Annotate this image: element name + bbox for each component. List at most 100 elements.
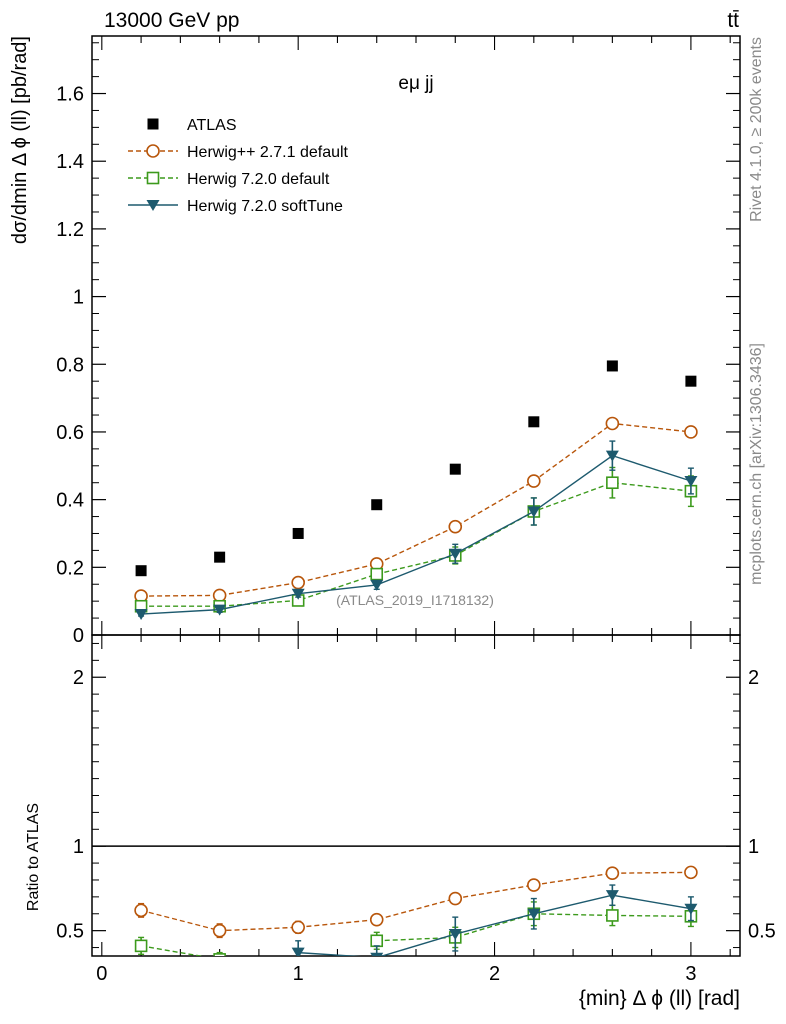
ratio-point-herwig-2-7-1-default	[212, 923, 227, 938]
main-point-herwig-2-7-1-default	[527, 474, 541, 488]
main-series-herwig-2-7-1-default	[134, 416, 698, 603]
legend-marker	[147, 118, 159, 130]
main-point-atlas	[606, 360, 618, 372]
ratio-series-herwig-7-2-0-softtune	[291, 884, 698, 956]
main-y-tick-label: 0.4	[56, 490, 84, 512]
main-point-herwig-7-2-0-softtune	[527, 506, 541, 518]
legend-marker	[146, 200, 160, 211]
ratio-point-herwig-2-7-1-default	[134, 903, 148, 918]
ratio-y-tick-label-right: 2	[748, 667, 759, 689]
legend-label: ATLAS	[187, 117, 237, 134]
ratio-point-herwig-7-2-0-default	[370, 934, 384, 948]
legend-marker	[146, 171, 160, 185]
main-y-tick-label: 0.8	[56, 354, 84, 376]
main-point-herwig-2-7-1-default	[684, 425, 698, 439]
process-label: tt̄	[727, 9, 739, 32]
x-tick-label: 0	[96, 963, 107, 985]
ratio-point-herwig-7-2-0-softtune	[684, 903, 698, 915]
ratio-series-herwig-2-7-1-default	[134, 865, 698, 939]
ratio-series-line-herwig-2-7-1-default	[140, 871, 691, 932]
legend: ATLAS Herwig++ 2.7.1 default Herwig 7.2.0 …	[128, 117, 349, 215]
ratio-point-herwig-2-7-1-default	[527, 878, 541, 892]
side-label-mcplots: mcplots.cern.ch [arXiv:1306.3436]	[748, 343, 765, 585]
ratio-clipped-area	[134, 865, 698, 956]
x-tick-label: 1	[293, 963, 304, 985]
main-point-herwig-7-2-0-default	[606, 476, 619, 490]
main-point-atlas	[214, 551, 226, 563]
main-y-ticks: 0 0.2 0.4 0.6 0.8 1 1.2 1.4 1.6	[56, 42, 740, 647]
main-y-tick-label: 1.6	[56, 84, 84, 106]
main-y-tick-label: 1	[73, 287, 84, 309]
main-point-herwig-7-2-0-softtune	[134, 609, 148, 621]
analysis-watermark: (ATLAS_2019_I1718132)	[336, 592, 494, 608]
ratio-x-ticks: 0 1 2 3	[96, 635, 731, 985]
main-y-tick-label: 0.6	[56, 422, 84, 444]
main-point-atlas	[371, 499, 383, 511]
main-point-herwig-7-2-0-default	[370, 567, 384, 581]
ratio-point-herwig-2-7-1-default	[369, 912, 384, 927]
ratio-series	[134, 865, 698, 956]
ratio-y-tick-label-right: 0.5	[748, 921, 776, 943]
main-series-line-herwig-7-2-0-default	[141, 481, 691, 607]
ratio-point-herwig-7-2-0-softtune	[291, 947, 305, 956]
legend-label: Herwig 7.2.0 default	[187, 171, 330, 188]
ratio-y-axis-label: Ratio to ATLAS	[25, 803, 42, 911]
main-y-tick-label: 1.2	[56, 219, 84, 241]
main-panel-title: eμ jj	[398, 73, 433, 94]
main-point-atlas	[135, 565, 147, 577]
main-x-ticks	[101, 36, 731, 635]
main-y-axis-label: dσ/dmin Δ ϕ (ll) [pb/rad]	[9, 36, 31, 244]
x-tick-label: 2	[489, 963, 500, 985]
ratio-point-herwig-7-2-0-default	[134, 939, 148, 953]
main-y-tick-label: 1.4	[56, 151, 84, 173]
ratio-y-ticks: 0.5 0.5 1 1 2 2	[56, 642, 776, 949]
ratio-plot-frame	[91, 634, 741, 957]
ratio-y-tick-label: 1	[73, 836, 84, 858]
ratio-y-tick-label-right: 1	[748, 836, 759, 858]
x-tick-label: 3	[685, 963, 696, 985]
main-series-line-herwig-7-2-0-softtune	[141, 454, 692, 615]
main-point-atlas	[528, 416, 540, 428]
ratio-point-herwig-2-7-1-default	[291, 920, 305, 935]
ratio-y-tick-label: 0.5	[56, 921, 84, 943]
legend-label: Herwig 7.2.0 softTune	[187, 198, 343, 215]
main-series	[134, 360, 698, 621]
ratio-point-herwig-7-2-0-softtune	[527, 908, 541, 920]
legend-marker	[146, 144, 160, 158]
main-series-herwig-7-2-0-softtune	[134, 440, 698, 621]
main-point-herwig-2-7-1-default	[291, 575, 305, 590]
ratio-point-herwig-2-7-1-default	[605, 866, 620, 881]
main-point-atlas	[292, 527, 304, 539]
side-label-rivet: Rivet 4.1.0, ≥ 200k events	[748, 37, 765, 222]
ratio-point-herwig-2-7-1-default	[448, 891, 463, 906]
main-point-herwig-2-7-1-default	[212, 588, 227, 603]
main-point-herwig-7-2-0-softtune	[448, 548, 462, 560]
ratio-point-herwig-2-7-1-default	[684, 865, 698, 880]
main-clipped-area	[134, 360, 698, 621]
main-y-tick-label: 0	[73, 625, 84, 647]
energy-label: 13000 GeV pp	[104, 9, 239, 32]
main-point-atlas	[449, 463, 461, 475]
main-series-line-herwig-2-7-1-default	[141, 422, 691, 597]
main-point-herwig-7-2-0-softtune	[370, 579, 384, 591]
ratio-point-herwig-7-2-0-softtune	[448, 929, 462, 941]
ratio-point-herwig-7-2-0-softtune	[605, 890, 619, 902]
ratio-panel: Ratio to ATLAS {min} Δ ϕ (ll) [rad] 0.5 0…	[25, 634, 776, 1010]
main-point-herwig-2-7-1-default	[605, 416, 620, 431]
ratio-series-line-herwig-7-2-0-softtune	[298, 894, 692, 956]
ratio-point-herwig-7-2-0-default	[213, 953, 226, 956]
main-series-atlas	[135, 360, 697, 577]
x-axis-label: {min} Δ ϕ (ll) [rad]	[579, 987, 740, 1010]
main-panel: eμ jj dσ/dmin Δ ϕ (ll) [pb/rad] (ATLAS_2…	[9, 35, 741, 647]
legend-label: Herwig++ 2.7.1 default	[187, 144, 349, 161]
ratio-point-herwig-7-2-0-softtune	[370, 952, 384, 956]
ratio-y-tick-label: 2	[73, 667, 84, 689]
main-y-tick-label: 0.2	[56, 557, 84, 579]
main-point-herwig-7-2-0-softtune	[213, 604, 227, 616]
ratio-point-herwig-7-2-0-default	[606, 909, 619, 922]
main-point-herwig-7-2-0-softtune	[684, 476, 698, 488]
main-point-atlas	[685, 375, 697, 387]
main-point-herwig-2-7-1-default	[448, 519, 463, 534]
main-point-herwig-7-2-0-softtune	[605, 450, 619, 462]
